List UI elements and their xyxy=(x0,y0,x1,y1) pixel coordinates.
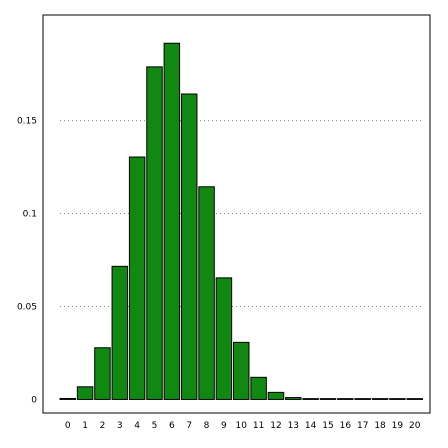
y-tick-label: 0.1 xyxy=(23,210,37,220)
bar-19 xyxy=(389,398,406,400)
bar-20 xyxy=(406,398,423,400)
x-tick-label: 0 xyxy=(65,421,71,431)
bar-2 xyxy=(94,347,111,400)
x-tick-label: 6 xyxy=(169,421,175,431)
x-tick-label: 7 xyxy=(186,421,192,431)
x-tick-label: 13 xyxy=(288,421,299,431)
bar-15 xyxy=(319,398,337,400)
bar-9 xyxy=(215,277,233,400)
bar-0 xyxy=(59,398,76,400)
bar-14 xyxy=(302,398,319,400)
x-tick-label: 12 xyxy=(270,421,281,431)
x-tick-label: 14 xyxy=(305,421,317,431)
bars xyxy=(59,42,423,400)
x-tick-label: 1 xyxy=(82,421,88,431)
bar-11 xyxy=(250,376,267,400)
bar-4 xyxy=(128,156,146,400)
bar-3 xyxy=(111,265,129,400)
bar-6 xyxy=(163,42,181,400)
bar-18 xyxy=(371,398,389,400)
bar-10 xyxy=(233,341,250,400)
x-tick-label: 10 xyxy=(236,421,248,431)
y-tick-label: 0 xyxy=(31,395,37,405)
bar-8 xyxy=(198,186,215,400)
x-tick-label: 8 xyxy=(204,421,210,431)
bar-5 xyxy=(146,66,163,400)
x-tick-label: 19 xyxy=(392,421,404,431)
x-tick-label: 3 xyxy=(117,421,123,431)
bar-16 xyxy=(337,398,354,400)
bar-1 xyxy=(76,386,94,400)
x-axis-tick-labels: 0 1 2 3 4 5 6 7 8 9 10 11 12 13 14 15 16 17 18 19 20 xyxy=(65,421,421,431)
bar-17 xyxy=(354,398,371,400)
x-tick-label: 9 xyxy=(221,421,227,431)
x-tick-label: 5 xyxy=(152,421,158,431)
x-tick-label: 17 xyxy=(357,421,368,431)
bar-12 xyxy=(267,391,285,400)
x-tick-label: 2 xyxy=(100,421,106,431)
x-tick-label: 15 xyxy=(322,421,333,431)
x-tick-label: 4 xyxy=(134,421,140,431)
y-tick-label: 0.05 xyxy=(17,302,37,312)
x-tick-label: 16 xyxy=(340,421,352,431)
bar-7 xyxy=(180,93,198,400)
y-axis-tick-labels: 0 0.05 0.1 0.15 xyxy=(17,117,37,406)
x-tick-label: 11 xyxy=(253,421,264,431)
bar-13 xyxy=(285,397,302,400)
y-tick-label: 0.15 xyxy=(17,117,37,127)
x-tick-label: 18 xyxy=(374,421,386,431)
x-tick-label: 20 xyxy=(409,421,421,431)
